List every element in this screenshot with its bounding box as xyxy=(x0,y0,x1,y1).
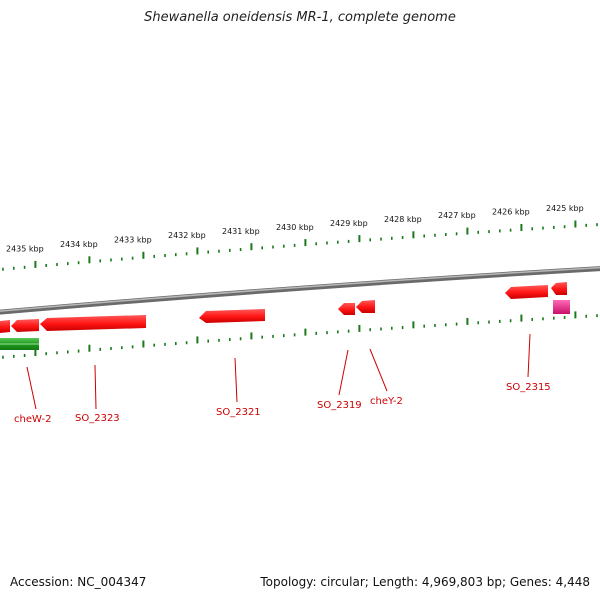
gene-label-so2321: SO_2321 xyxy=(216,407,261,418)
gene-arrow-so2323 xyxy=(40,315,146,331)
gene-arrow-so2321 xyxy=(199,309,265,323)
leader-so2321 xyxy=(234,357,238,403)
gene-arrow-left-edge xyxy=(0,320,10,333)
kbp-label: 2426 kbp xyxy=(492,208,530,217)
kbp-label: 2434 kbp xyxy=(60,240,98,249)
gene-label-so2323: SO_2323 xyxy=(75,413,120,424)
gene-block-magenta xyxy=(553,300,570,314)
kbp-label: 2433 kbp xyxy=(114,236,152,245)
gene-arrow-so2319 xyxy=(338,303,355,315)
gene-label-chew2: cheW-2 xyxy=(14,414,51,425)
leader-so2319 xyxy=(338,349,349,396)
leader-so2323 xyxy=(94,364,97,410)
genome-summary-text: Topology: circular; Length: 4,969,803 bp… xyxy=(260,575,590,589)
genome-backbone xyxy=(0,266,600,315)
accession-text: Accession: NC_004347 xyxy=(10,575,147,589)
kbp-label: 2432 kbp xyxy=(168,231,206,240)
genome-title: Shewanella oneidensis MR-1, complete gen… xyxy=(144,10,456,25)
gene-arrow-chew2-region xyxy=(11,319,39,332)
gene-label-so2315: SO_2315 xyxy=(506,382,551,393)
gene-label-so2319: SO_2319 xyxy=(317,400,362,411)
upper-scale-ticks xyxy=(2,220,598,271)
kbp-label: 2428 kbp xyxy=(384,215,422,224)
gene-arrows xyxy=(0,282,570,350)
kbp-scale-labels: 2435 kbp 2434 kbp 2433 kbp 2432 kbp 2431 kbp… xyxy=(6,204,584,254)
leader-so2315 xyxy=(527,333,531,378)
gene-label-leaders xyxy=(26,333,531,410)
kbp-label: 2435 kbp xyxy=(6,245,44,254)
gene-arrow-right-top xyxy=(551,282,567,295)
gene-arrow-chey2 xyxy=(356,300,375,313)
gene-labels: cheW-2 SO_2323 SO_2321 SO_2319 cheY-2 SO… xyxy=(14,382,551,425)
kbp-label: 2429 kbp xyxy=(330,219,368,228)
lower-scale-ticks xyxy=(2,311,598,359)
gene-arrow-so2315 xyxy=(505,285,548,299)
leader-chew2 xyxy=(26,366,37,410)
kbp-label: 2425 kbp xyxy=(546,204,584,213)
kbp-label: 2430 kbp xyxy=(276,223,314,232)
kbp-label: 2427 kbp xyxy=(438,211,476,220)
kbp-label: 2431 kbp xyxy=(222,227,260,236)
gene-label-chey2: cheY-2 xyxy=(370,396,403,407)
leader-chey2 xyxy=(369,348,388,392)
genome-backbone-highlight xyxy=(0,266,600,312)
